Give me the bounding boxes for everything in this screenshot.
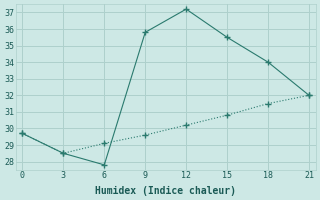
X-axis label: Humidex (Indice chaleur): Humidex (Indice chaleur) (95, 186, 236, 196)
